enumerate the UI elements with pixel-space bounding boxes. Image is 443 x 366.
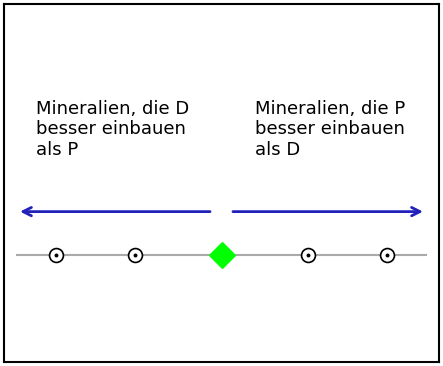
Point xyxy=(53,251,60,257)
Point xyxy=(131,251,138,257)
Text: Mineralien, die D
besser einbauen
als P: Mineralien, die D besser einbauen als P xyxy=(36,100,190,159)
Point xyxy=(383,251,390,257)
Point xyxy=(131,251,138,257)
Point xyxy=(305,251,312,257)
Point xyxy=(218,251,225,257)
Point xyxy=(305,251,312,257)
Point xyxy=(383,251,390,257)
Point xyxy=(53,251,60,257)
Text: Mineralien, die P
besser einbauen
als D: Mineralien, die P besser einbauen als D xyxy=(255,100,405,159)
